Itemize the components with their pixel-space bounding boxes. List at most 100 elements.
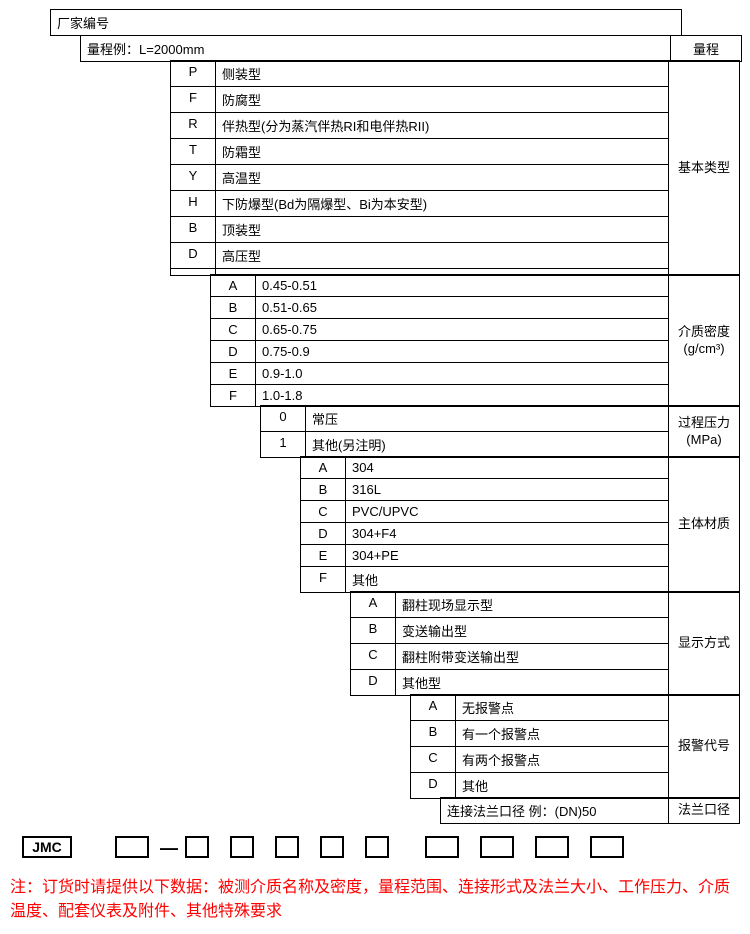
range-example: 量程例：L=2000mm [81,36,671,61]
brand-box: JMC [22,836,72,858]
code-cell: A [301,457,346,478]
desc-cell: 顶装型 [216,217,668,242]
group-pressure: 0常压1其他(另注明)过程压力 (MPa) [10,406,740,458]
range-header: 量程 [671,36,741,61]
table-row: D其他 [410,772,669,799]
table-row: P侧装型 [170,60,669,87]
code-box [590,836,624,858]
mfr-label: 厂家编号 [51,10,681,35]
header-mfr: 厂家编号 [50,9,682,36]
table-row: B0.51-0.65 [210,296,669,319]
desc-cell: 有两个报警点 [456,747,668,772]
code-cell: C [351,644,396,669]
group-display: A翻柱现场显示型B变送输出型C翻柱附带变送输出型D其他型显示方式 [10,592,740,696]
desc-cell: 0.45-0.51 [256,275,668,296]
table-row: A翻柱现场显示型 [350,591,669,618]
code-cell: D [351,670,396,695]
code-box [185,836,209,858]
desc-cell: 防腐型 [216,87,668,112]
code-cell: D [211,341,256,362]
category-label: 报警代号 [669,694,740,799]
table-row: F防腐型 [170,86,669,113]
code-cell: B [351,618,396,643]
category-label: 过程压力 (MPa) [669,405,740,458]
desc-cell: 变送输出型 [396,618,668,643]
desc-cell: 0.9-1.0 [256,363,668,384]
desc-cell: 高压型 [216,243,668,268]
desc-cell: PVC/UPVC [346,501,668,522]
table-row: D304+F4 [300,522,669,545]
code-cell: A [351,592,396,617]
code-cell: R [171,113,216,138]
category-label: 主体材质 [669,456,740,593]
code-cell: 1 [261,432,306,457]
desc-cell: 304 [346,457,668,478]
desc-cell: 1.0-1.8 [256,385,668,406]
code-cell: C [411,747,456,772]
code-box [425,836,459,858]
table-row: B顶装型 [170,216,669,243]
code-cell: A [211,275,256,296]
code-cell: F [301,567,346,592]
code-cell: F [171,87,216,112]
desc-cell: 无报警点 [456,695,668,720]
desc-cell: 其他型 [396,670,668,695]
table-row: R伴热型(分为蒸汽伴热RI和电伴热RII) [170,112,669,139]
category-label: 基本类型 [669,60,740,276]
desc-cell: 0.51-0.65 [256,297,668,318]
table-row: B316L [300,478,669,501]
table-row: 1其他(另注明) [260,431,669,458]
table-row: D高压型 [170,242,669,269]
code-box [480,836,514,858]
desc-cell: 304+F4 [346,523,668,544]
table-row: T防霜型 [170,138,669,165]
code-cell: Y [171,165,216,190]
desc-cell: 下防爆型(Bd为隔爆型、Bi为本安型) [216,191,668,216]
code-cell: P [171,61,216,86]
code-cell: B [301,479,346,500]
desc-cell: 304+PE [346,545,668,566]
table-row: B有一个报警点 [410,720,669,747]
table-row: A无报警点 [410,694,669,721]
code-box [535,836,569,858]
category-flange: 法兰口径 [669,797,740,824]
desc-cell: 防霜型 [216,139,668,164]
table-row: 连接法兰口径 例：(DN)50 [440,797,669,824]
table-row: F1.0-1.8 [210,384,669,407]
code-box [320,836,344,858]
code-cell: C [211,319,256,340]
group-density: A0.45-0.51B0.51-0.65C0.65-0.75D0.75-0.9E… [10,275,740,407]
code-cell: B [411,721,456,746]
desc-cell: 侧装型 [216,61,668,86]
desc-cell: 有一个报警点 [456,721,668,746]
desc-cell: 其他(另注明) [306,432,668,457]
code-box [230,836,254,858]
code-cell: E [211,363,256,384]
code-cell: E [301,545,346,566]
table-row: C翻柱附带变送输出型 [350,643,669,670]
desc-cell: 翻柱附带变送输出型 [396,644,668,669]
group-basic_type: P侧装型F防腐型R伴热型(分为蒸汽伴热RI和电伴热RII)T防霜型Y高温型H下防… [10,61,740,276]
code-cell: F [211,385,256,406]
desc-cell: 其他 [346,567,668,592]
table-row: C有两个报警点 [410,746,669,773]
table-row: Y高温型 [170,164,669,191]
code-cell: D [301,523,346,544]
desc-cell: 高温型 [216,165,668,190]
group-alarm: A无报警点B有一个报警点C有两个报警点D其他报警代号 [10,695,740,799]
desc-cell: 翻柱现场显示型 [396,592,668,617]
code-cell: 0 [261,406,306,431]
table-row: H下防爆型(Bd为隔爆型、Bi为本安型) [170,190,669,217]
desc-cell: 其他 [456,773,668,798]
table-row: D0.75-0.9 [210,340,669,363]
desc-cell: 伴热型(分为蒸汽伴热RI和电伴热RII) [216,113,668,138]
group-flange: 连接法兰口径 例：(DN)50 法兰口径 [10,798,740,824]
category-label: 显示方式 [669,591,740,696]
code-cell: B [171,217,216,242]
table-row: C0.65-0.75 [210,318,669,341]
category-label: 介质密度 (g/cm³) [669,274,740,407]
table-row: 0常压 [260,405,669,432]
code-cell: A [411,695,456,720]
table-row: B变送输出型 [350,617,669,644]
desc-cell: 0.65-0.75 [256,319,668,340]
